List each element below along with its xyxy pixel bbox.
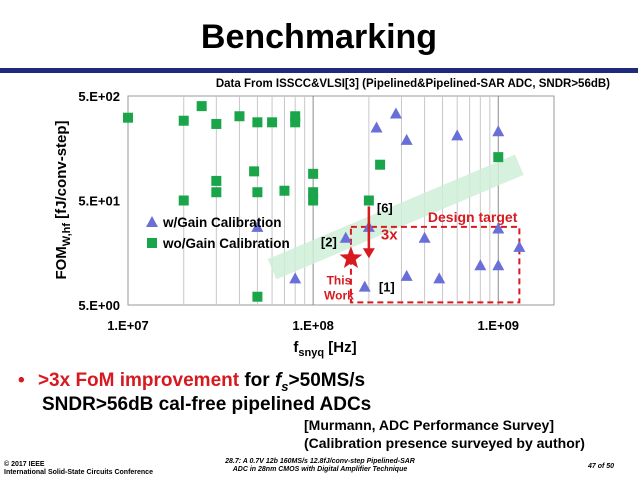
square-point <box>308 168 319 179</box>
x-axis-label: fsnyq [Hz] <box>293 339 356 359</box>
triangle-point <box>433 272 446 284</box>
x-tick-label: 1.E+08 <box>292 318 334 333</box>
slide-title: Benchmarking <box>200 18 438 56</box>
y-tick-label: 5.E+01 <box>78 194 120 209</box>
footer-page-number: 47 of 50 <box>588 463 615 470</box>
square-point <box>279 185 290 196</box>
triangle-point <box>492 259 505 271</box>
legend-triangle-marker <box>146 216 158 227</box>
square-point <box>249 166 260 177</box>
bullet-mid: for <box>239 370 275 391</box>
this-work-star <box>339 246 363 268</box>
triangle-point <box>358 280 371 292</box>
y-tick-label: 5.E+00 <box>78 298 120 313</box>
reference-annotation: [1] <box>379 280 395 295</box>
triangle-point <box>513 240 526 252</box>
reference-annotation: [6] <box>377 201 393 216</box>
bullet-line-1: • >3x FoM improvement for fs>50MS/s <box>18 370 365 394</box>
bullet-line-2: SNDR>56dB cal-free pipelined ADCs <box>42 394 372 415</box>
triangle-point <box>400 133 413 145</box>
x-tick-label: 1.E+09 <box>477 318 519 333</box>
footer-copyright: © 2017 IEEE <box>4 461 45 468</box>
square-point <box>211 118 222 129</box>
y-tick-label: 5.E+02 <box>78 89 120 104</box>
this-work-label: Work <box>324 288 354 302</box>
square-point <box>211 175 222 186</box>
design-target-region: Design target <box>349 209 521 304</box>
square-point <box>363 195 374 206</box>
triangle-point <box>400 269 413 281</box>
trend-band-shape <box>267 154 524 280</box>
triangle-point <box>418 231 431 243</box>
title-divider <box>0 68 638 73</box>
bullet-marker: • <box>18 370 25 391</box>
legend-without-calibration: wo/Gain Calibration <box>162 236 290 251</box>
y-axis-label: FOMW,hf [fJ/conv-step] <box>53 120 73 279</box>
square-point <box>308 187 319 198</box>
improvement-label: 3x <box>381 226 398 243</box>
data-source-note: Data From ISSCC&VLSI[3] (Pipelined&Pipel… <box>216 78 610 90</box>
square-point <box>252 117 263 128</box>
square-point <box>196 101 207 112</box>
square-point <box>178 195 189 206</box>
square-point <box>123 112 133 123</box>
footer-paper-title-1: 28.7: A 0.7V 12b 160MS/s 12.8fJ/conv-ste… <box>225 458 415 465</box>
triangle-point <box>370 121 383 133</box>
x-tick-label: 1.E+07 <box>107 318 149 333</box>
square-point <box>290 117 301 128</box>
triangle-point <box>251 220 264 232</box>
triangle-point <box>451 129 464 141</box>
reference-annotation: [2] <box>321 234 337 249</box>
square-point <box>234 111 245 122</box>
square-point <box>211 187 222 198</box>
triangle-point <box>474 259 487 271</box>
design-target-label: Design target <box>428 209 518 225</box>
reference-line-2: (Calibration presence surveyed by author… <box>304 435 585 451</box>
square-point <box>252 291 263 302</box>
footer-paper-title-2: ADC in 28nm CMOS with Digital Amplifier … <box>232 466 408 473</box>
bullet-rate: >50MS/s <box>288 370 366 391</box>
triangle-point <box>389 107 402 119</box>
square-point <box>493 152 504 163</box>
trend-band <box>267 154 524 280</box>
square-point <box>252 187 263 198</box>
square-point <box>267 117 278 128</box>
axis-ticks: 5.E+02 5.E+01 5.E+00 1.E+07 1.E+08 1.E+09 <box>78 89 519 333</box>
square-point <box>375 159 386 170</box>
bullet-fs: fs <box>274 370 289 394</box>
improvement-arrow-head <box>362 248 375 259</box>
square-point <box>290 111 301 122</box>
reference-line-1: [Murmann, ADC Performance Survey] <box>304 417 554 433</box>
triangle-point <box>492 222 505 234</box>
data-points <box>123 101 526 302</box>
design-target-box <box>349 225 521 304</box>
bullet-highlight: >3x FoM improvement <box>37 370 240 391</box>
triangle-point <box>289 272 302 284</box>
this-work-label: This <box>327 273 352 287</box>
triangle-point <box>492 125 505 137</box>
square-point <box>178 115 189 126</box>
square-point <box>308 195 319 206</box>
footer-conference: International Solid-State Circuits Confe… <box>4 469 153 476</box>
triangle-point <box>339 231 352 243</box>
legend-square-marker <box>147 238 157 248</box>
legend-with-calibration: w/Gain Calibration <box>162 215 282 230</box>
